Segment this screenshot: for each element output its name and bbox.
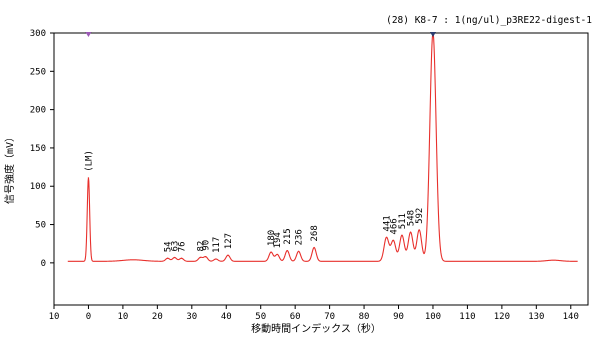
peak-label: 76 [178, 241, 188, 252]
signal-trace [67, 32, 578, 262]
peak-label: 592 [415, 208, 425, 224]
peak-point [401, 234, 403, 236]
x-tick-label: 20 [152, 312, 163, 322]
peak-point [313, 246, 315, 249]
x-tick-label: 10 [49, 312, 60, 322]
peak-label: 180 [267, 230, 277, 246]
y-tick-label: 100 [30, 182, 46, 192]
peak-label: 90 [202, 240, 212, 251]
x-tick-label: 60 [290, 312, 301, 322]
x-tick-label: 30 [186, 312, 197, 322]
peak-point [409, 231, 412, 233]
marker-triangle [429, 32, 436, 37]
peak-point [418, 229, 420, 231]
x-axis-title: 移動時間インデックス（秒） [251, 322, 381, 335]
peak-point [385, 236, 388, 239]
peak-label: 268 [310, 225, 320, 241]
y-axis-title: 信号強度（mV） [3, 132, 16, 204]
x-tick-label: 70 [324, 312, 335, 322]
peak-label: 194 [273, 232, 283, 248]
x-tick-label: 110 [459, 312, 475, 322]
peak-label: 466 [389, 218, 399, 234]
peak-point [227, 254, 229, 256]
peak-label: 127 [224, 233, 234, 249]
peak-point [204, 256, 207, 258]
marker-layer [85, 32, 436, 37]
peak-point [215, 258, 217, 260]
x-tick-label: 40 [221, 312, 232, 322]
y-tick-label: 300 [30, 29, 46, 39]
peak-label: 511 [398, 213, 408, 229]
peak-label: 215 [283, 228, 293, 244]
peak-label: 117 [212, 237, 222, 253]
peak-point [180, 257, 183, 259]
peak-label: 548 [407, 210, 417, 226]
peak-label: (LM) [85, 150, 95, 172]
sample-title: (28) K8-7 : 1(ng/ul)_p3RE22-digest-1 [386, 15, 592, 26]
x-tick-label: 130 [528, 312, 544, 322]
x-tick-label: 100 [425, 312, 441, 322]
x-tick-label: 140 [563, 312, 579, 322]
peak-point [392, 240, 394, 242]
y-tick-label: 50 [35, 221, 46, 231]
peak-point [167, 257, 169, 259]
peak-label: 82 [196, 241, 206, 252]
peak-label: 54 [164, 241, 174, 252]
x-tick-label: 0 [86, 312, 91, 322]
trace-layer [67, 32, 578, 262]
peak-point [173, 256, 176, 259]
peak-point [199, 256, 202, 259]
x-tick-label: 10 [117, 312, 128, 322]
x-tick-label: 80 [359, 312, 370, 322]
peak-label: 441 [383, 215, 393, 231]
peak-point [286, 250, 288, 252]
x-tick-label: 90 [393, 312, 404, 322]
y-tick-label: 150 [30, 144, 46, 154]
peak-point [298, 250, 300, 252]
plot-frame [53, 32, 589, 306]
peak-label: 236 [295, 229, 305, 245]
y-tick-label: 0 [41, 259, 46, 269]
marker-triangle [85, 32, 92, 37]
peak-point [276, 253, 278, 256]
y-tick-label: 200 [30, 106, 46, 116]
x-tick-label: 120 [494, 312, 510, 322]
peak-label: 63 [171, 241, 181, 252]
peak-point [87, 177, 90, 179]
peak-point [270, 251, 272, 253]
x-tick-label: 50 [255, 312, 266, 322]
y-tick-label: 250 [30, 67, 46, 77]
